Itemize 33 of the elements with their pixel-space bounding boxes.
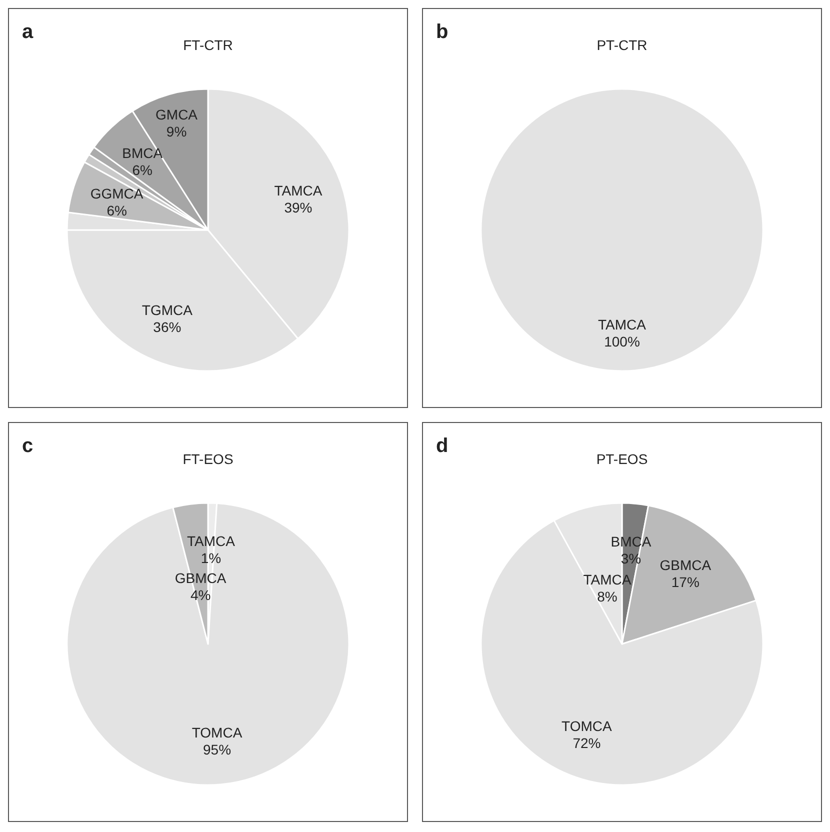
chart-title: FT-CTR — [183, 37, 233, 53]
text: a — [22, 21, 34, 43]
slice-label: TOMCA — [562, 718, 613, 734]
chart-title: PT-CTR — [596, 37, 648, 53]
slice-label: BMCA — [610, 534, 652, 550]
data-label: 1% — [200, 550, 222, 566]
text: b — [436, 21, 448, 43]
text: c — [22, 435, 34, 457]
slice-label: TAMCA — [187, 533, 236, 550]
pie-slice — [66, 502, 350, 786]
data-label: 8% — [597, 588, 618, 605]
slice-label: GMCA — [156, 106, 198, 123]
chart-title: FT-EOS — [182, 451, 234, 467]
data-label: 4% — [190, 587, 211, 604]
slice-label: TAMCA — [583, 572, 632, 588]
slice-label: TAMCA — [598, 316, 647, 333]
data-label: 9% — [166, 124, 187, 140]
data-label: 72% — [572, 735, 601, 752]
slice-label: GBMCA — [660, 557, 712, 574]
data-label: 100% — [604, 334, 640, 350]
chart-title: PT-EOS — [596, 451, 648, 467]
text: d — [436, 435, 448, 457]
data-label: 17% — [671, 574, 700, 590]
data-label: 6% — [106, 202, 127, 218]
slice-label: TOMCA — [192, 724, 243, 740]
slice-label: TAMCA — [274, 182, 323, 199]
data-label: 6% — [132, 162, 152, 178]
slice-label: TGMCA — [142, 302, 194, 318]
slice-label: GGMCA — [90, 185, 144, 202]
data-label: 36% — [153, 318, 182, 335]
data-label: 39% — [284, 200, 312, 216]
slice-label: GBMCA — [174, 570, 227, 586]
data-label: 95% — [203, 741, 232, 758]
